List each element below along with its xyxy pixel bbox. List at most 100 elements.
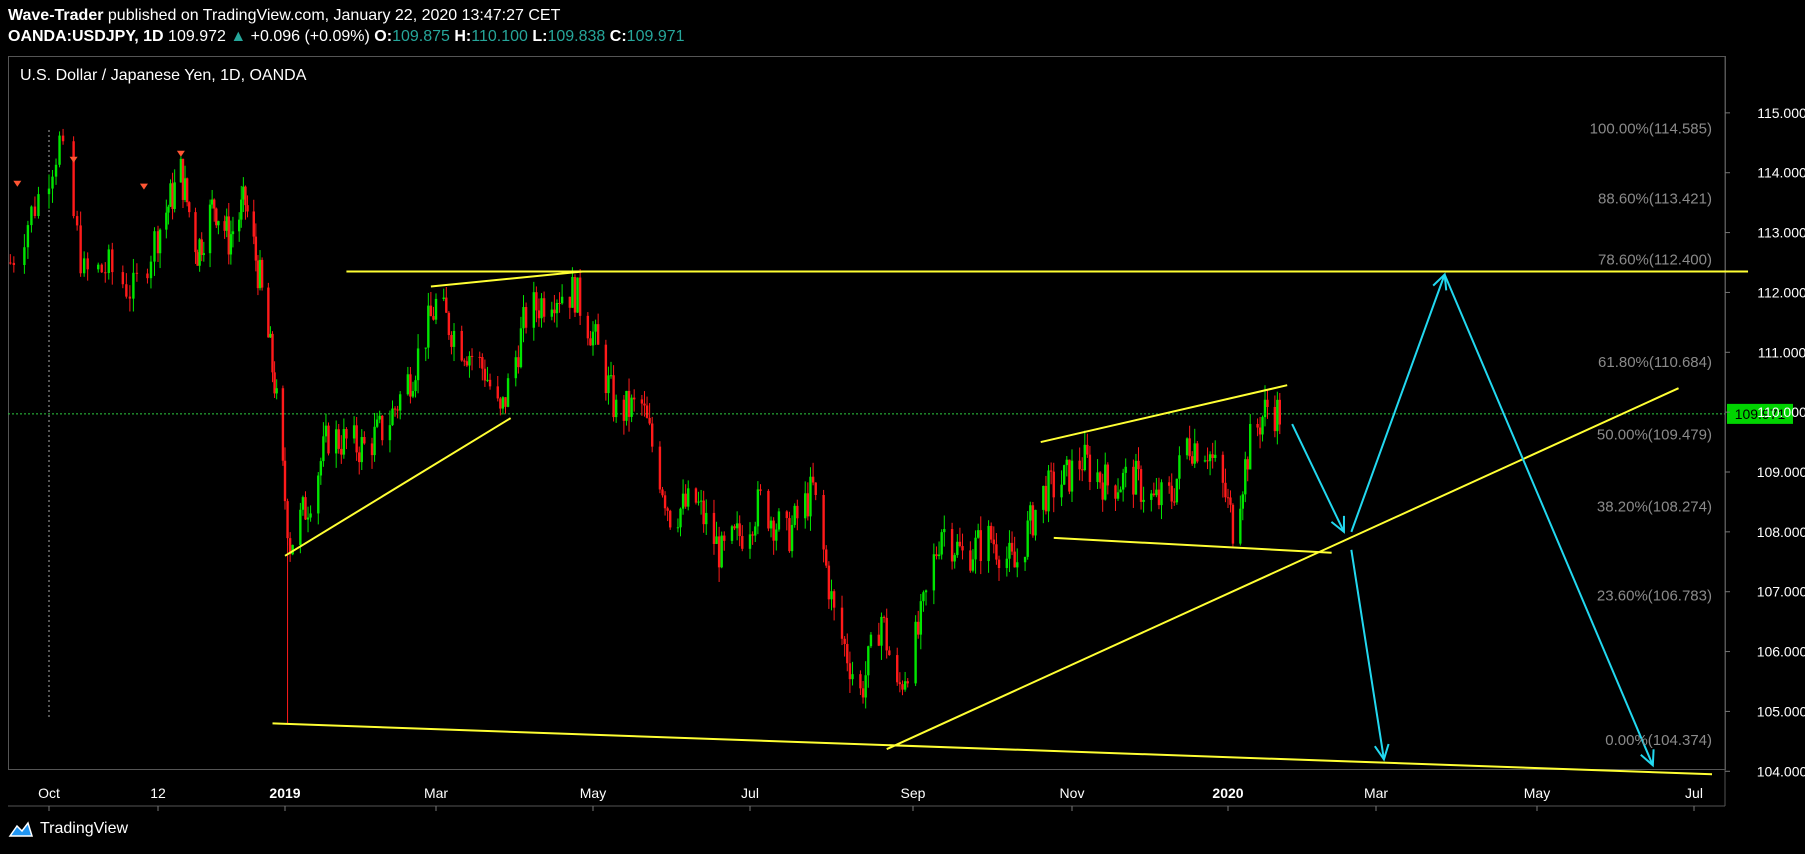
candle <box>340 435 343 464</box>
candle-body <box>506 378 510 407</box>
candle <box>940 529 943 560</box>
candle-body <box>132 272 135 299</box>
candle <box>645 396 649 419</box>
candle-body <box>291 544 294 555</box>
candle <box>979 516 982 575</box>
candle <box>254 223 258 272</box>
candle <box>882 615 886 623</box>
candle <box>337 423 340 454</box>
candle <box>756 481 760 535</box>
candle-body <box>1231 504 1235 544</box>
candle-body <box>215 208 218 226</box>
candle <box>1034 509 1037 541</box>
candle <box>914 615 917 687</box>
candle-body <box>648 417 651 424</box>
candle <box>237 212 241 242</box>
x-tick-label: 12 <box>150 785 166 801</box>
candle <box>851 661 854 686</box>
close-value: 109.971 <box>626 28 685 45</box>
candle-body <box>906 681 909 684</box>
candle-body <box>643 403 646 406</box>
candle-body <box>1152 493 1156 496</box>
candle-body <box>1031 505 1035 536</box>
candle <box>604 339 608 401</box>
arrow-shaft <box>1291 423 1345 533</box>
candle-body <box>171 183 174 209</box>
candle-body <box>1229 497 1232 505</box>
candle <box>1249 414 1252 470</box>
candle <box>288 532 292 562</box>
candle-body <box>1086 444 1089 455</box>
tradingview-brand[interactable]: TradingView <box>8 820 128 838</box>
candle-body <box>324 425 328 437</box>
candle-body <box>167 206 170 213</box>
candle-body <box>1132 466 1135 495</box>
candle <box>1226 488 1230 508</box>
candle <box>697 491 700 506</box>
candle <box>832 589 836 621</box>
candle <box>149 255 153 289</box>
candle-body <box>825 549 828 566</box>
candle <box>358 446 361 475</box>
candle-body <box>914 621 917 684</box>
candle-body <box>358 452 361 463</box>
candle <box>720 531 723 569</box>
candle-body <box>1142 499 1145 502</box>
candle <box>1214 440 1217 462</box>
candle-body <box>200 239 203 255</box>
candle <box>896 647 899 686</box>
candle <box>1062 464 1066 486</box>
candle <box>777 508 781 532</box>
candle <box>715 521 718 545</box>
candle <box>1116 478 1120 501</box>
up-triangle-icon: ▲ <box>230 28 247 45</box>
candle <box>506 373 510 408</box>
candle <box>1081 457 1084 482</box>
candle <box>202 241 206 262</box>
candle <box>989 522 993 543</box>
candle <box>971 549 975 573</box>
candle-body <box>1258 427 1262 435</box>
candle-body <box>806 493 810 517</box>
candle <box>427 292 430 359</box>
x-tick-label: Sep <box>901 785 926 801</box>
candle-body <box>411 391 415 397</box>
candle <box>299 502 302 554</box>
candle-body <box>1013 551 1016 568</box>
candle <box>9 254 12 265</box>
trendline <box>1053 536 1332 554</box>
candle-body <box>414 380 417 392</box>
candle <box>1178 446 1181 490</box>
arrow-head-icon <box>1374 743 1390 762</box>
candle <box>185 177 189 207</box>
candle <box>932 543 936 605</box>
candle-body <box>950 529 954 562</box>
candle <box>632 389 636 412</box>
candle-body <box>775 529 778 541</box>
author-name[interactable]: Wave-Trader <box>8 7 104 24</box>
candle-body <box>591 331 595 346</box>
candle <box>578 269 582 325</box>
candle <box>814 482 817 501</box>
candle <box>360 429 363 470</box>
candle-body <box>334 429 338 454</box>
candle-body <box>848 663 852 680</box>
candle-body <box>237 219 241 232</box>
candle <box>61 128 65 145</box>
trendline <box>284 417 512 557</box>
candle-body <box>1266 399 1269 408</box>
candle <box>442 288 445 302</box>
candle-body <box>961 546 964 551</box>
candle-body <box>360 437 363 463</box>
candle-body <box>252 211 255 237</box>
candle-body <box>156 231 160 254</box>
candle-body <box>571 276 574 308</box>
candle <box>342 418 346 459</box>
arrow-shaft <box>1443 274 1654 766</box>
candle <box>1068 459 1071 495</box>
candle <box>393 406 397 417</box>
candle-body <box>932 554 936 591</box>
candle <box>319 457 323 485</box>
candle-body <box>442 297 445 299</box>
